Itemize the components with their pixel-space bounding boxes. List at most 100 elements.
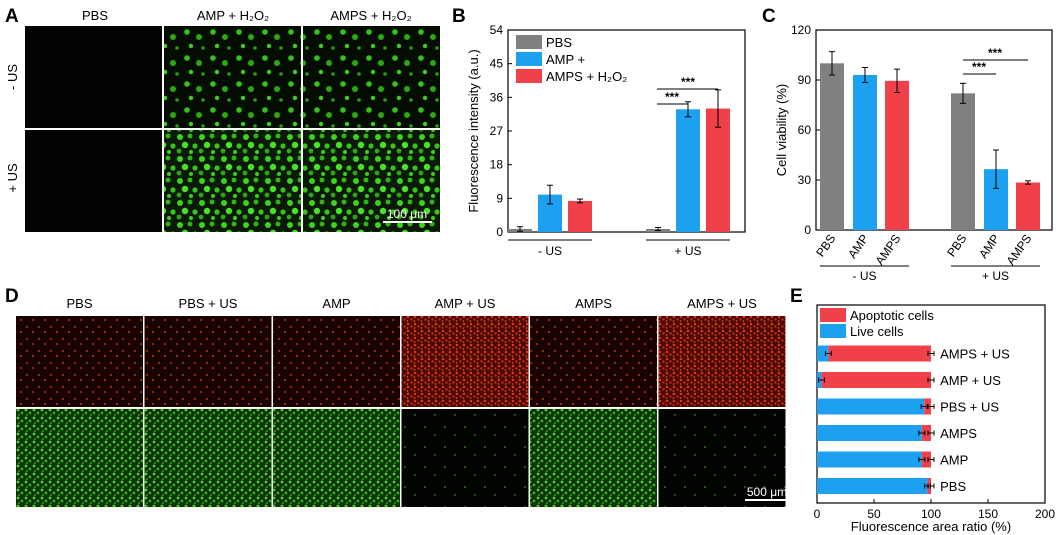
scale-bar-a-label: 100 μm xyxy=(387,207,427,221)
panel-d-col-label: AMPS xyxy=(575,296,612,311)
panel-a-col-1: PBS xyxy=(82,8,108,23)
panel-d-col-label: AMPS + US xyxy=(687,296,757,311)
panel-a: A PBS AMP + H₂O₂ AMPS + H₂O₂ - US + US 1… xyxy=(5,6,440,232)
image-d-green xyxy=(530,409,657,507)
image-d-green xyxy=(16,409,143,507)
chart-b-bar xyxy=(706,108,730,232)
chart-c-ytick-label: 120 xyxy=(791,23,811,37)
chart-e-bar-live xyxy=(817,425,922,441)
chart-e-xtick-label: 200 xyxy=(1035,507,1055,521)
image-d-red xyxy=(401,316,529,407)
panel-a-label: A xyxy=(5,6,19,27)
chart-e-legend-swatch xyxy=(820,308,846,322)
image-a-amp-minus-us xyxy=(164,26,301,128)
chart-e-bar-apoptotic xyxy=(821,372,931,388)
chart-c-bar xyxy=(820,63,844,231)
image-a-amp-plus-us xyxy=(164,130,301,232)
panel-d-label: D xyxy=(5,286,19,307)
chart-b-ytick-label: 9 xyxy=(496,191,503,205)
image-d-red xyxy=(658,316,786,407)
chart-b-ytick-label: 18 xyxy=(490,158,504,172)
chart-e-bar-apoptotic xyxy=(828,345,931,362)
chart-c-group-label: - US xyxy=(853,269,877,283)
panel-a-row-2: + US xyxy=(5,163,20,193)
chart-e-bar-live xyxy=(817,478,928,494)
panel-a-col-2: AMP + H₂O₂ xyxy=(197,8,269,23)
image-d-red xyxy=(144,316,272,407)
chart-b-legend-label: AMP + xyxy=(546,52,585,67)
chart-b-group-label: + US xyxy=(674,244,701,258)
chart-b-ylabel: Fluorescence intensity (a.u.) xyxy=(466,49,481,212)
chart-b-legend-swatch xyxy=(516,69,542,83)
chart-e-legend-label: Apoptotic cells xyxy=(850,308,934,323)
chart-c-xtick-label: AMP xyxy=(845,232,871,261)
chart-c-group-label: + US xyxy=(982,269,1009,283)
chart-c-xtick-label: AMPS xyxy=(872,232,903,268)
chart-b-ytick-label: 27 xyxy=(490,124,504,138)
chart-e-category-label: AMP xyxy=(940,453,968,468)
chart-c-ylabel: Cell viability (%) xyxy=(774,84,789,176)
chart-e-xtick-label: 150 xyxy=(978,507,998,521)
chart-b-ytick-label: 36 xyxy=(490,90,504,104)
chart-b-bar xyxy=(676,109,700,232)
chart-b-ytick-label: 45 xyxy=(490,57,504,71)
chart-e-category-label: PBS + US xyxy=(940,400,999,415)
chart-c-bar xyxy=(853,75,877,230)
chart-e-category-label: AMPS + US xyxy=(940,347,1010,362)
scale-bar-d-label: 500 μm xyxy=(747,485,787,499)
chart-e-legend-label: Live cells xyxy=(850,324,904,339)
image-a-amps-plus-us xyxy=(303,130,440,232)
chart-b-ytick-label: 0 xyxy=(496,225,503,239)
panel-e-label: E xyxy=(790,286,803,307)
chart-c-sig-mark: *** xyxy=(972,60,986,74)
chart-e-category-label: AMP + US xyxy=(940,373,1001,388)
chart-c-bar xyxy=(1016,182,1040,230)
panel-d-col-label: AMP xyxy=(322,296,350,311)
chart-c-xtick-label: PBS xyxy=(944,232,969,260)
chart-c-bar xyxy=(951,93,975,230)
panel-d: D PBS PBS + US AMP AMP + US AMPS AMPS + US 500… xyxy=(5,286,790,507)
panel-d-col-label: PBS xyxy=(66,296,92,311)
chart-c-sig-mark: *** xyxy=(988,46,1002,60)
chart-e-xtick-label: 0 xyxy=(814,507,821,521)
panel-a-col-3: AMPS + H₂O₂ xyxy=(330,8,411,23)
chart-e-bar-apoptotic xyxy=(921,425,931,441)
panel-d-col-label: AMP + US xyxy=(435,296,496,311)
image-d-red xyxy=(530,316,657,407)
chart-c-ytick-label: 90 xyxy=(798,73,812,87)
image-a-pbs-plus-us xyxy=(25,130,162,232)
chart-c-xtick-label: PBS xyxy=(813,232,838,260)
image-d-red xyxy=(16,316,143,407)
chart-c-ytick-label: 30 xyxy=(798,173,812,187)
chart-b-bar xyxy=(568,200,592,232)
image-d-red xyxy=(273,316,400,407)
chart-b-legend-swatch xyxy=(516,52,542,66)
panel-a-row-1: - US xyxy=(5,64,20,90)
chart-e-legend-swatch xyxy=(820,324,846,338)
chart-b-legend-label: AMPS + H₂O₂ xyxy=(546,69,627,84)
chart-e-xtick-label: 50 xyxy=(867,507,881,521)
panel-c-label: C xyxy=(762,6,776,27)
chart-b-legend-label: PBS xyxy=(546,35,572,50)
chart-e-bar-live xyxy=(817,451,922,468)
chart-e-category-label: PBS xyxy=(940,479,966,494)
image-d-green xyxy=(658,409,786,507)
chart-b-legend-swatch xyxy=(516,35,542,49)
chart-c-xtick-label: AMP xyxy=(976,232,1002,261)
image-a-pbs-minus-us xyxy=(25,26,162,128)
image-d-green xyxy=(273,409,400,507)
chart-e-xlabel: Fluorescence area ratio (%) xyxy=(851,519,1011,534)
chart-c-xtick-label: AMPS xyxy=(1003,232,1034,268)
image-a-amps-minus-us xyxy=(303,26,440,128)
chart-e-category-label: AMPS xyxy=(940,426,977,441)
chart-b-ytick-label: 54 xyxy=(490,23,504,37)
chart-b-sig-mark: *** xyxy=(681,75,695,89)
chart-b: B 0 9 18 27 36 45 54 Fluorescence intensity (a.… xyxy=(452,6,746,258)
image-d-green xyxy=(401,409,529,507)
chart-e: E 0 50 100 150 200 Fluorescence area ratio (%… xyxy=(790,286,1055,534)
panel-b-label: B xyxy=(452,6,466,27)
panel-d-col-label: PBS + US xyxy=(179,296,238,311)
chart-e-bar-apoptotic xyxy=(921,451,931,468)
